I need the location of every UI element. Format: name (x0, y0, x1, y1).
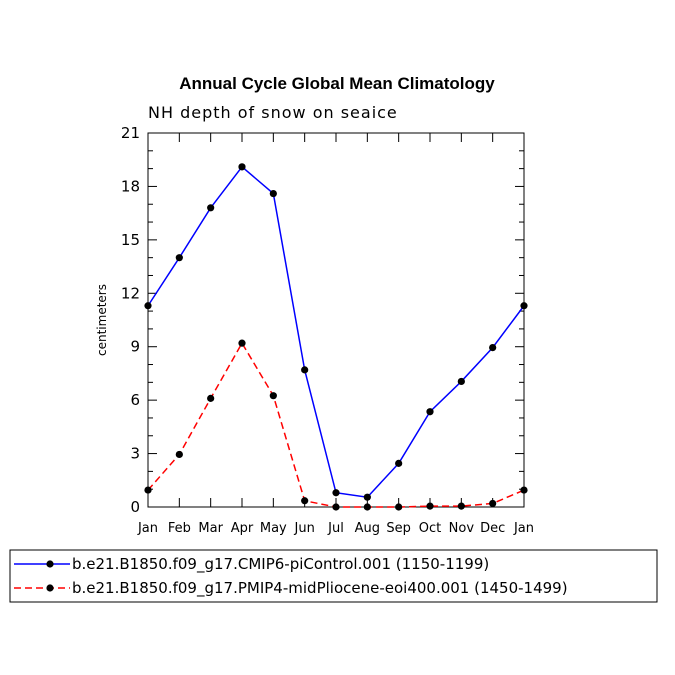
x-tick-label: Feb (168, 521, 191, 536)
y-tick-label: 3 (130, 445, 140, 463)
data-point (301, 366, 309, 374)
y-axis-label: centimeters (95, 284, 109, 356)
legend-label-2: b.e21.B1850.f09_g17.PMIP4-midPliocene-eo… (72, 579, 568, 598)
data-point (332, 503, 340, 511)
x-tick-label: Jul (327, 521, 344, 536)
data-point (301, 497, 309, 505)
legend: b.e21.B1850.f09_g17.CMIP6-piControl.001 … (9, 549, 658, 603)
data-point (144, 302, 152, 310)
x-tick-label: Aug (355, 521, 380, 536)
data-point (426, 502, 434, 510)
x-tick-label: May (260, 521, 287, 536)
series-layer (144, 163, 528, 511)
data-point (363, 493, 371, 501)
data-point (207, 204, 215, 212)
data-point (520, 302, 528, 310)
data-point (269, 392, 277, 400)
y-tick-label: 18 (121, 177, 140, 195)
data-point (332, 489, 340, 497)
data-point (520, 486, 528, 494)
legend-marker (46, 560, 54, 568)
x-tick-label: Oct (419, 521, 441, 536)
y-tick-label: 6 (130, 391, 140, 409)
data-point (269, 189, 277, 198)
legend-box (9, 549, 658, 603)
data-point (207, 394, 215, 402)
data-point (238, 163, 246, 171)
data-point (144, 486, 152, 494)
data-point (363, 503, 371, 511)
series-line-1 (147, 165, 525, 499)
y-tick-label: 9 (130, 338, 140, 356)
data-point (426, 408, 434, 416)
data-point (489, 344, 497, 352)
data-point (489, 499, 497, 508)
data-point (457, 502, 465, 510)
chart-title: Annual Cycle Global Mean Climatology (179, 74, 495, 93)
legend-label-1: b.e21.B1850.f09_g17.CMIP6-piControl.001 … (72, 555, 489, 574)
x-tick-label: Mar (198, 521, 223, 536)
y-tick-label: 12 (121, 284, 140, 302)
plot-frame (147, 132, 525, 508)
x-tick-label: Apr (231, 521, 254, 536)
x-tick-label: Nov (449, 521, 475, 536)
series-line-2 (147, 341, 525, 508)
data-point (395, 503, 403, 511)
x-tick-label: Sep (386, 521, 411, 536)
axis-ticks: 0 3 6 9 12 15 18 21 Jan Feb Mar Apr May Jun Jul Aug Sep O… (121, 124, 534, 536)
x-tick-label: Dec (480, 521, 505, 536)
y-tick-label: 15 (121, 231, 140, 249)
data-point (395, 459, 403, 467)
x-tick-label: Jun (294, 521, 315, 536)
x-tick-label: Jan (513, 521, 534, 536)
data-point (238, 339, 246, 347)
data-point (457, 377, 465, 386)
data-point (175, 254, 183, 262)
data-point (175, 450, 183, 459)
legend-marker (46, 584, 54, 592)
y-tick-label: 0 (130, 498, 140, 516)
y-tick-label: 21 (121, 124, 140, 142)
x-tick-label: Jan (137, 521, 158, 536)
chart-subtitle: NH depth of snow on seaice (148, 103, 398, 122)
